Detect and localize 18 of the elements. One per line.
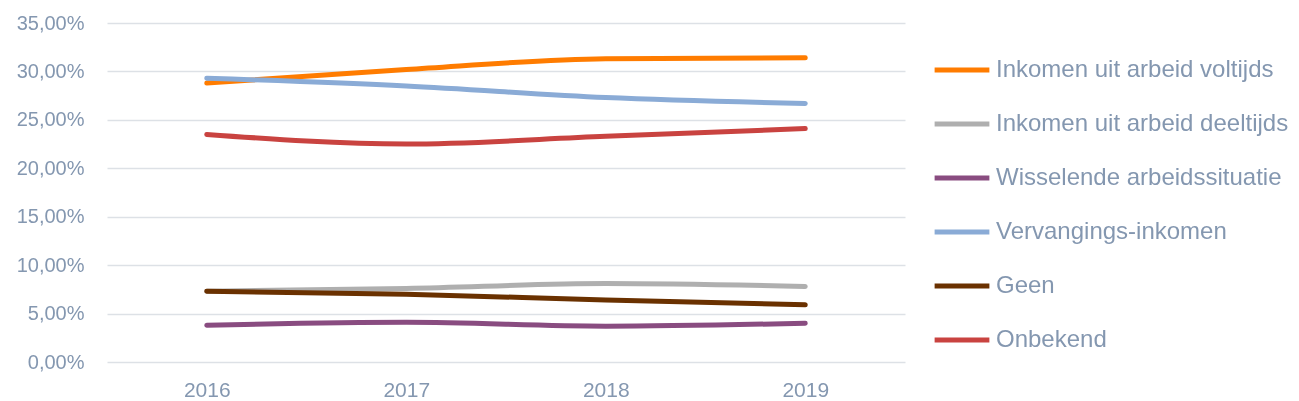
x-tick-label: 2016 (183, 377, 231, 401)
y-tick-label: 15,00% (16, 205, 85, 228)
legend-label: Inkomen uit arbeid deeltijds (996, 109, 1289, 136)
legend-label: Geen (996, 271, 1055, 298)
x-tick-label: 2019 (782, 377, 830, 401)
y-tick-label: 0,00% (27, 350, 85, 373)
x-tick-label: 2018 (582, 377, 630, 401)
y-tick-label: 20,00% (16, 156, 85, 179)
y-tick-label: 35,00% (16, 11, 85, 34)
x-tick-label: 2017 (383, 377, 431, 401)
y-tick-label: 10,00% (16, 253, 85, 276)
legend-label: Vervangings-inkomen (996, 217, 1227, 244)
y-tick-label: 5,00% (27, 302, 85, 325)
y-tick-label: 30,00% (16, 59, 85, 82)
y-tick-label: 25,00% (16, 108, 85, 131)
legend-label: Onbekend (996, 325, 1107, 352)
legend-label: Inkomen uit arbeid voltijds (996, 55, 1274, 82)
legend-label: Wisselende arbeidssituatie (996, 163, 1282, 190)
